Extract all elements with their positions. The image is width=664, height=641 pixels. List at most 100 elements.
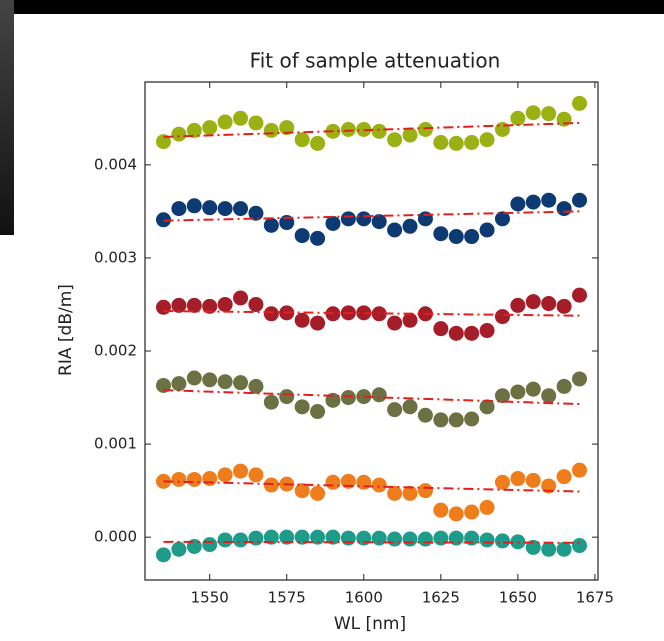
data-point — [325, 474, 341, 490]
data-point — [186, 370, 202, 386]
data-point — [217, 532, 233, 548]
data-point — [387, 531, 403, 547]
data-point — [556, 201, 572, 217]
data-point — [479, 222, 495, 238]
data-point — [572, 287, 588, 303]
data-point — [402, 127, 418, 143]
data-point — [479, 532, 495, 548]
data-point — [263, 217, 279, 233]
data-point — [417, 531, 433, 547]
data-point — [233, 463, 249, 479]
data-point — [402, 531, 418, 547]
data-point — [325, 215, 341, 231]
data-point — [310, 135, 326, 151]
data-point — [263, 122, 279, 138]
data-point — [464, 504, 480, 520]
data-point — [541, 296, 557, 312]
data-point — [310, 404, 326, 420]
data-point — [233, 375, 249, 391]
data-point — [202, 537, 218, 553]
data-point — [402, 218, 418, 234]
data-point — [494, 309, 510, 325]
data-point — [572, 371, 588, 387]
data-point — [217, 374, 233, 390]
fit-line — [163, 389, 580, 406]
data-point — [171, 297, 187, 313]
x-axis-label: WL [nm] — [334, 614, 406, 634]
data-point — [186, 198, 202, 214]
data-point — [417, 121, 433, 137]
data-point — [541, 106, 557, 122]
data-point — [448, 506, 464, 522]
data-point — [171, 376, 187, 392]
data-point — [494, 388, 510, 404]
x-tick-label: 1550 — [191, 589, 229, 607]
x-tick-label: 1675 — [576, 589, 614, 607]
data-point — [294, 132, 310, 148]
data-point — [494, 121, 510, 137]
data-point — [387, 132, 403, 148]
data-point — [217, 296, 233, 312]
data-point — [556, 298, 572, 314]
data-point — [248, 296, 264, 312]
data-point — [263, 394, 279, 410]
data-point — [171, 201, 187, 217]
data-point — [263, 529, 279, 545]
data-point — [310, 230, 326, 246]
data-point — [541, 192, 557, 208]
data-point — [186, 122, 202, 138]
data-point — [525, 539, 541, 555]
x-tick-label: 1625 — [422, 589, 460, 607]
plot-frame — [144, 81, 599, 581]
data-point — [371, 387, 387, 403]
data-point — [402, 312, 418, 328]
data-point — [556, 541, 572, 557]
data-point — [279, 389, 295, 405]
data-point — [371, 530, 387, 546]
data-point — [279, 120, 295, 136]
background-photo — [0, 0, 14, 235]
fit-line — [163, 540, 580, 544]
data-point — [186, 297, 202, 313]
y-tick-label: 0.001 — [94, 435, 137, 453]
data-point — [217, 201, 233, 217]
data-point — [525, 294, 541, 310]
data-point — [510, 196, 526, 212]
data-point — [155, 547, 171, 563]
data-point — [464, 135, 480, 151]
data-point — [233, 201, 249, 217]
data-point — [340, 390, 356, 406]
data-point — [448, 135, 464, 151]
data-point — [155, 377, 171, 393]
data-point — [510, 471, 526, 487]
data-point — [494, 474, 510, 490]
data-point — [248, 530, 264, 546]
data-point — [371, 477, 387, 493]
data-point — [479, 499, 495, 515]
fit-line — [163, 121, 580, 138]
data-point — [310, 529, 326, 545]
data-point — [387, 222, 403, 238]
fit-line — [163, 480, 580, 493]
data-point — [248, 205, 264, 221]
data-point — [233, 532, 249, 548]
data-point — [525, 194, 541, 210]
data-point — [340, 121, 356, 137]
data-point — [387, 485, 403, 501]
data-point — [233, 110, 249, 126]
data-point — [155, 299, 171, 315]
data-point — [171, 471, 187, 487]
y-tick-label: 0.004 — [94, 155, 137, 173]
data-point — [186, 471, 202, 487]
data-point — [525, 105, 541, 121]
data-point — [556, 378, 572, 394]
data-point — [356, 474, 372, 490]
data-point — [294, 228, 310, 244]
data-point — [448, 325, 464, 341]
data-point — [356, 530, 372, 546]
data-point — [479, 132, 495, 148]
data-point — [248, 378, 264, 394]
data-point — [294, 312, 310, 328]
data-point — [541, 388, 557, 404]
data-point — [417, 407, 433, 423]
